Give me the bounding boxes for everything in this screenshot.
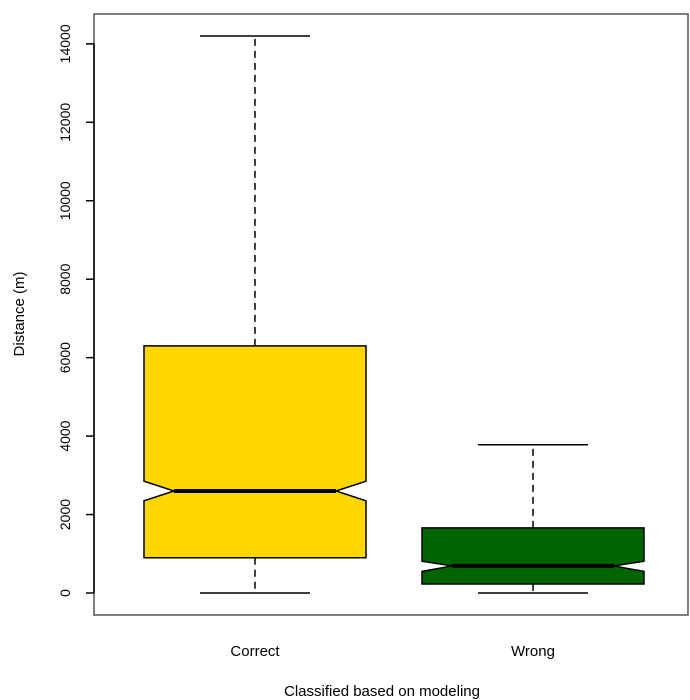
y-tick-label: 4000 [57, 420, 73, 451]
y-tick-label: 10000 [57, 181, 73, 220]
x-axis-label: Classified based on modeling [284, 683, 480, 700]
box-wrong [421, 443, 645, 594]
y-axis: 0 2000 4000 6000 8000 10000 12000 14000 [57, 24, 95, 597]
box-body [143, 345, 367, 559]
x-tick-label-wrong: Wrong [511, 643, 555, 660]
box-correct [143, 35, 367, 594]
y-tick-label: 0 [57, 589, 73, 597]
x-tick-label-correct: Correct [230, 643, 280, 660]
y-tick-label: 2000 [57, 499, 73, 530]
x-axis: Correct Wrong [230, 643, 555, 660]
y-tick-label: 8000 [57, 263, 73, 294]
y-tick-label: 14000 [57, 24, 73, 63]
y-tick-label: 6000 [57, 342, 73, 373]
y-axis-label: Distance (m) [11, 271, 28, 356]
boxes [143, 35, 645, 594]
box-body [421, 527, 645, 585]
y-tick-label: 12000 [57, 103, 73, 142]
